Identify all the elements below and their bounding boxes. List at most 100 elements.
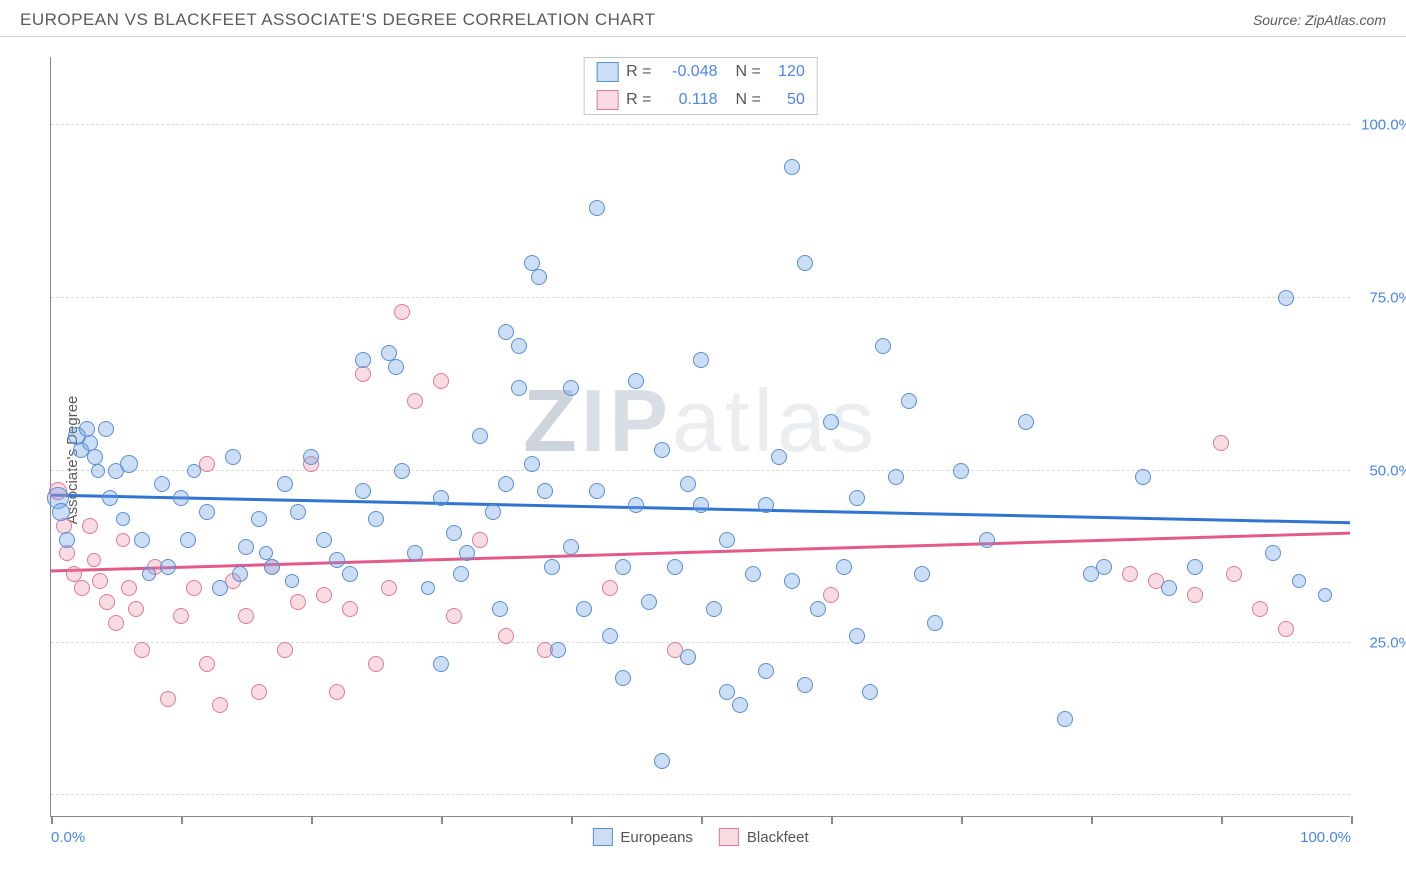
- data-point: [290, 504, 306, 520]
- data-point: [797, 677, 813, 693]
- data-point: [589, 200, 605, 216]
- x-tick-mark: [51, 816, 53, 824]
- data-point: [1278, 621, 1294, 637]
- data-point: [277, 476, 293, 492]
- data-point: [1161, 580, 1177, 596]
- data-point: [498, 324, 514, 340]
- x-tick-mark: [1351, 816, 1353, 824]
- data-point: [667, 559, 683, 575]
- data-point: [199, 456, 215, 472]
- data-point: [316, 587, 332, 603]
- data-point: [511, 338, 527, 354]
- data-point: [1318, 588, 1332, 602]
- data-point: [394, 463, 410, 479]
- data-point: [342, 601, 358, 617]
- legend-row: R =0.118N =50: [584, 86, 817, 114]
- data-point: [524, 456, 540, 472]
- data-point: [602, 628, 618, 644]
- data-point: [758, 663, 774, 679]
- data-point: [1252, 601, 1268, 617]
- data-point: [810, 601, 826, 617]
- data-point: [433, 490, 449, 506]
- data-point: [116, 512, 130, 526]
- data-point: [654, 442, 670, 458]
- data-point: [381, 580, 397, 596]
- data-point: [128, 601, 144, 617]
- legend-r-value: -0.048: [660, 63, 718, 81]
- data-point: [531, 269, 547, 285]
- data-point: [719, 684, 735, 700]
- legend-swatch: [719, 828, 739, 846]
- x-tick-mark: [181, 816, 183, 824]
- x-tick-mark: [441, 816, 443, 824]
- data-point: [251, 511, 267, 527]
- data-point: [459, 545, 475, 561]
- data-point: [433, 656, 449, 672]
- data-point: [1187, 559, 1203, 575]
- legend-swatch: [596, 90, 618, 110]
- x-tick-mark: [1091, 816, 1093, 824]
- data-point: [59, 545, 75, 561]
- data-point: [142, 567, 156, 581]
- data-point: [199, 656, 215, 672]
- legend-item: Blackfeet: [719, 828, 809, 846]
- data-point: [173, 608, 189, 624]
- data-point: [537, 483, 553, 499]
- data-point: [654, 753, 670, 769]
- chart-container: Associate's Degree ZIPatlas R =-0.048N =…: [0, 37, 1406, 883]
- plot-area: ZIPatlas R =-0.048N =120R =0.118N =50 Eu…: [50, 57, 1350, 817]
- data-point: [368, 511, 384, 527]
- data-point: [544, 559, 560, 575]
- data-point: [914, 566, 930, 582]
- data-point: [99, 594, 115, 610]
- data-point: [74, 580, 90, 596]
- data-point: [342, 566, 358, 582]
- data-point: [87, 553, 101, 567]
- gridline: [51, 794, 1350, 795]
- source-name: ZipAtlas.com: [1305, 12, 1386, 28]
- data-point: [82, 518, 98, 534]
- gridline: [51, 297, 1350, 298]
- legend-label: Europeans: [620, 829, 693, 846]
- data-point: [472, 532, 488, 548]
- data-point: [1096, 559, 1112, 575]
- data-point: [134, 642, 150, 658]
- data-point: [693, 352, 709, 368]
- data-point: [849, 490, 865, 506]
- data-point: [849, 628, 865, 644]
- data-point: [719, 532, 735, 548]
- data-point: [784, 573, 800, 589]
- data-point: [1278, 290, 1294, 306]
- x-tick-mark: [571, 816, 573, 824]
- data-point: [628, 373, 644, 389]
- trend-overlay: [51, 57, 1350, 816]
- legend-n-label: N =: [736, 63, 761, 81]
- data-point: [264, 559, 280, 575]
- source-attribution: Source: ZipAtlas.com: [1253, 12, 1386, 28]
- data-point: [87, 449, 103, 465]
- data-point: [316, 532, 332, 548]
- data-point: [277, 642, 293, 658]
- data-point: [199, 504, 215, 520]
- data-point: [563, 539, 579, 555]
- data-point: [407, 393, 423, 409]
- data-point: [446, 608, 462, 624]
- data-point: [823, 414, 839, 430]
- legend-label: Blackfeet: [747, 829, 809, 846]
- data-point: [98, 421, 114, 437]
- data-point: [602, 580, 618, 596]
- data-point: [1292, 574, 1306, 588]
- correlation-legend: R =-0.048N =120R =0.118N =50: [583, 57, 818, 115]
- data-point: [134, 532, 150, 548]
- y-tick-label: 50.0%: [1369, 462, 1406, 479]
- data-point: [329, 552, 345, 568]
- legend-n-value: 50: [769, 91, 805, 109]
- data-point: [823, 587, 839, 603]
- data-point: [355, 366, 371, 382]
- data-point: [797, 255, 813, 271]
- legend-swatch: [592, 828, 612, 846]
- data-point: [953, 463, 969, 479]
- data-point: [116, 533, 130, 547]
- gridline: [51, 124, 1350, 125]
- data-point: [160, 691, 176, 707]
